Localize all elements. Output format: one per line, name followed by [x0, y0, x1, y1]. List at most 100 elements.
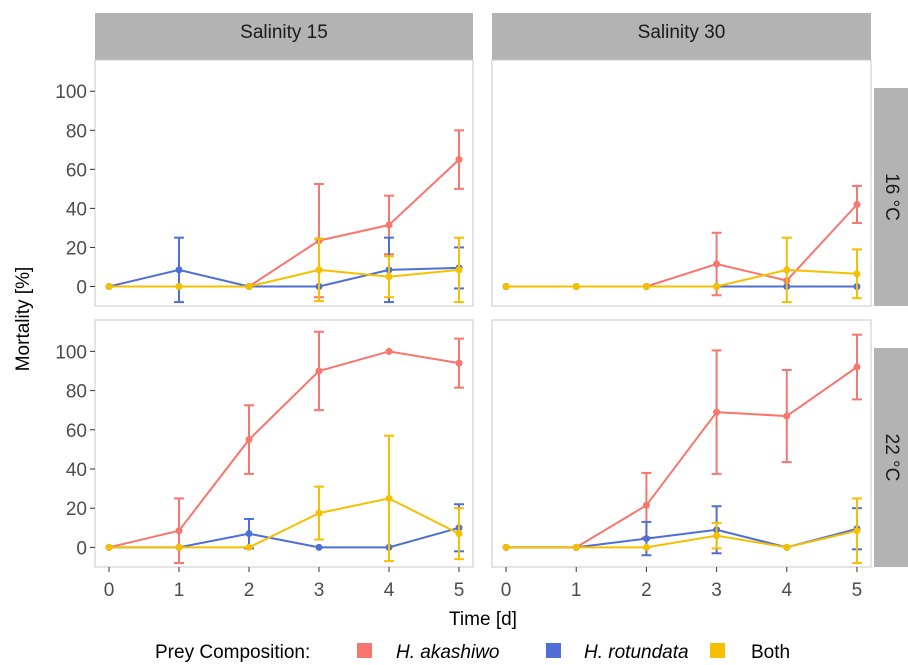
series-h-rotundata: [105, 236, 464, 304]
y-tick-label: 20: [66, 238, 87, 259]
panel-data: [105, 129, 464, 304]
legend-key: [710, 643, 725, 658]
series-both: [105, 434, 464, 563]
data-point: [105, 282, 113, 290]
data-point: [783, 543, 791, 551]
row-strip-label: 16 °C: [881, 173, 902, 221]
data-point: [175, 282, 183, 290]
data-point: [175, 543, 183, 551]
data-point: [642, 535, 650, 543]
data-point: [455, 156, 463, 164]
legend-key: [357, 643, 372, 658]
y-tick-label: 0: [76, 538, 87, 559]
data-point: [245, 530, 253, 538]
panel-border: [491, 59, 872, 307]
x-tick-label: 4: [384, 580, 395, 601]
column-strip-label: Salinity 30: [638, 22, 726, 43]
x-tick-label: 3: [314, 580, 325, 601]
series-h-akashiwo: [105, 330, 464, 565]
data-point: [853, 270, 861, 278]
data-point: [502, 543, 510, 551]
y-tick-label: 80: [66, 382, 87, 403]
data-point: [713, 532, 721, 540]
panel-border: [94, 319, 474, 568]
series-both: [502, 236, 862, 304]
panels-layer: [94, 59, 872, 568]
data-point: [245, 436, 253, 444]
data-point: [642, 543, 650, 551]
data-point: [713, 282, 721, 290]
data-point: [853, 527, 861, 535]
x-tick-label: 3: [711, 580, 722, 601]
column-strip-label: Salinity 15: [240, 22, 328, 43]
data-point: [572, 282, 580, 290]
row-strip-label: 22 °C: [881, 434, 902, 482]
data-point: [642, 501, 650, 509]
y-tick-label: 100: [55, 82, 87, 103]
data-point: [315, 509, 323, 517]
x-tick-label: 1: [174, 580, 185, 601]
series-h-akashiwo: [105, 129, 464, 299]
data-point: [455, 266, 463, 274]
panel-data: [502, 184, 862, 304]
data-point: [783, 266, 791, 274]
data-point: [175, 527, 183, 535]
data-point: [105, 543, 113, 551]
x-tick-label: 2: [641, 580, 652, 601]
data-point: [713, 408, 721, 416]
series-line: [108, 350, 460, 549]
series-line: [506, 529, 858, 549]
data-point: [175, 266, 183, 274]
series-line: [108, 266, 460, 288]
series-line: [109, 268, 460, 288]
data-point: [245, 543, 253, 551]
y-tick-label: 0: [76, 277, 87, 298]
y-tick-label: 60: [66, 421, 87, 442]
y-tick-label: 40: [66, 199, 87, 220]
series-line: [506, 527, 858, 549]
series-h-akashiwo: [502, 184, 862, 297]
data-point: [783, 412, 791, 420]
data-point: [385, 221, 393, 229]
data-point: [385, 273, 393, 281]
legend-label: Both: [751, 642, 790, 663]
series-line: [506, 366, 858, 549]
data-point: [385, 494, 393, 502]
x-axis-title: Time [d]: [449, 609, 517, 630]
row-strip: [874, 88, 908, 306]
data-point: [315, 367, 323, 375]
axes-layer: 0 20 40 60 80 100 0 20 40 60 80 100 0 1 2 3 4 5 0 1 2 3 4 5: [55, 82, 862, 601]
row-strip: [874, 348, 908, 567]
series-both: [105, 236, 464, 304]
y-tick-label: 80: [66, 121, 87, 142]
data-point: [502, 282, 510, 290]
data-point: [853, 200, 861, 208]
data-point: [385, 347, 393, 355]
y-tick-label: 100: [55, 342, 87, 363]
series-h-rotundata: [105, 503, 464, 553]
x-tick-label: 4: [781, 580, 792, 601]
series-line: [109, 497, 460, 549]
series-h-akashiwo: [502, 333, 862, 551]
legend-label: H. akashiwo: [396, 642, 500, 663]
data-point: [572, 543, 580, 551]
column-strip: [492, 13, 871, 60]
series-line: [506, 268, 858, 288]
column-strip: [95, 13, 473, 60]
data-point: [713, 260, 721, 268]
data-point: [315, 266, 323, 274]
panel-border: [94, 59, 474, 307]
y-tick-label: 20: [66, 499, 87, 520]
data-point: [245, 282, 253, 290]
data-point: [455, 359, 463, 367]
series-line: [506, 203, 858, 288]
y-tick-label: 60: [66, 160, 87, 181]
x-tick-label: 5: [454, 580, 465, 601]
x-tick-label: 0: [104, 580, 115, 601]
legend-key: [546, 643, 561, 658]
x-tick-label: 0: [501, 580, 512, 601]
y-axis-title: Mortality [%]: [13, 267, 34, 372]
legend: Prey Composition: H. akashiwo H. rotundata…: [155, 642, 790, 663]
strips-layer: Salinity 15 Salinity 30 16 °C 22 °C: [95, 13, 908, 567]
